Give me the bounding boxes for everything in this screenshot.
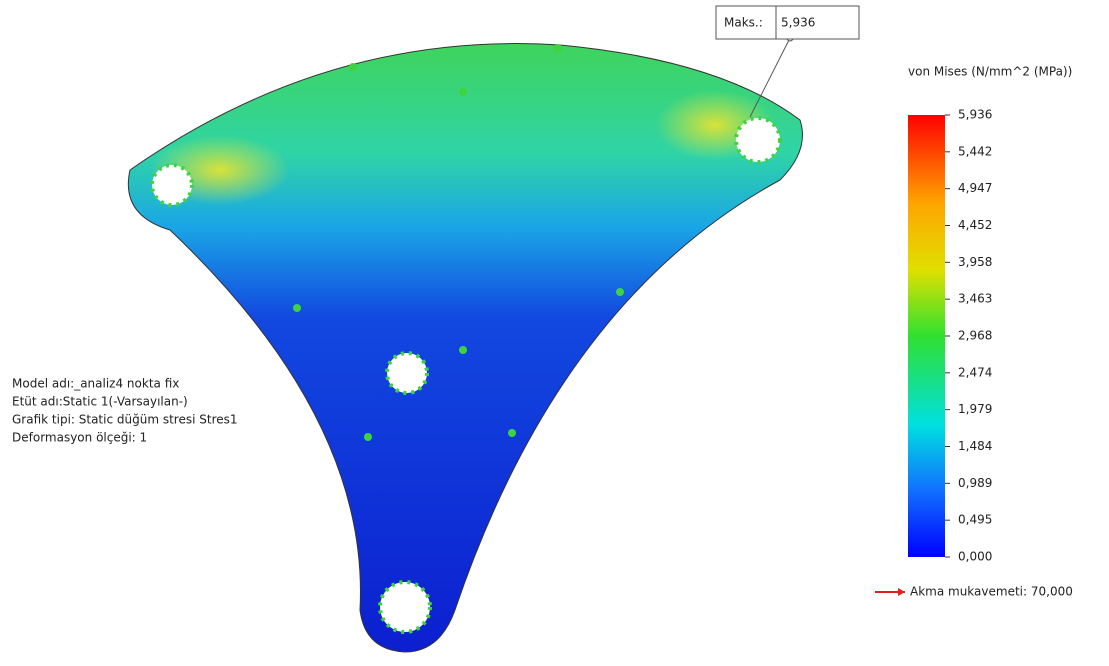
info-line: Model adı:_analiz4 nokta fix xyxy=(12,377,179,391)
probe-label: Maks.: xyxy=(724,16,763,30)
info-line: Grafik tipi: Static düğüm stresi Stres1 xyxy=(12,413,238,427)
tick-label: 2,474 xyxy=(958,365,992,379)
color-bar xyxy=(908,115,945,557)
model-info: Model adı:_analiz4 nokta fix Etüt adı:Sta… xyxy=(12,377,238,445)
legend-ticks: 5,936 5,442 4,947 4,452 3,958 3,463 2,968 2,474… xyxy=(945,108,992,564)
tick-label: 0,000 xyxy=(958,550,992,564)
tick-label: 0,495 xyxy=(958,513,992,527)
tick-label: 5,442 xyxy=(958,144,992,158)
tick-label: 5,936 xyxy=(958,108,992,122)
info-line: Deformasyon ölçeği: 1 xyxy=(12,431,147,445)
tick-label: 1,484 xyxy=(958,439,992,453)
tick-label: 4,452 xyxy=(958,218,992,232)
info-line: Etüt adı:Static 1(-Varsayılan-) xyxy=(12,395,188,409)
tick-label: 3,958 xyxy=(958,255,992,269)
tick-label: 2,968 xyxy=(958,329,992,343)
yield-arrow-head xyxy=(898,588,905,596)
probe-value: 5,936 xyxy=(781,16,815,30)
tick-label: 4,947 xyxy=(958,181,992,195)
tick-label: 1,979 xyxy=(958,402,992,416)
simulation-view: Maks.: 5,936 Model adı:_analiz4 nokta fi… xyxy=(0,0,1109,666)
tick-label: 0,989 xyxy=(958,476,992,490)
page: Maks.: 5,936 Model adı:_analiz4 nokta fi… xyxy=(0,0,1109,666)
legend-title: von Mises (N/mm^2 (MPa)) xyxy=(908,65,1072,79)
tick-label: 3,463 xyxy=(958,292,992,306)
yield-label: Akma mukavemeti: 70,000 xyxy=(910,585,1073,599)
